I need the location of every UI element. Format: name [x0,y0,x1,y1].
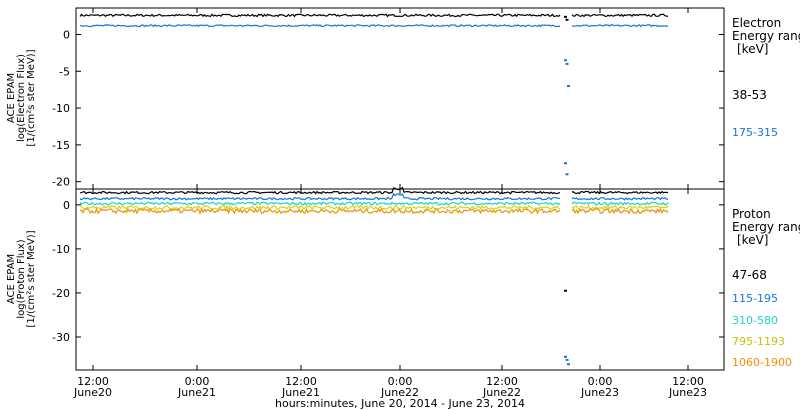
top-panel-series [79,8,689,189]
bottom-gap-point-1-1 [565,358,569,361]
top-gap-point-2-1 [565,173,569,176]
xtick-time-label-0: 12:00 [77,375,109,388]
bottom-gap-point-0-0 [564,289,567,292]
bottom-legend-title-1: Proton [732,207,771,221]
bottom-series-310-580-a [79,201,561,206]
top-gap-point-1-0 [564,59,567,62]
xtick-date-label-3: June22 [380,386,419,399]
bottom-panel-series [79,186,689,370]
bottom-panel-frame [75,188,725,371]
top-gap-point-1-2 [567,84,570,87]
top-panel-frame [75,7,725,190]
xtick-time-label-5: 0:00 [588,375,613,388]
bottom-ytick-label-3: -30 [52,331,70,344]
xtick-date-label-4: June22 [482,386,521,399]
top-gap-point-1-1 [565,62,569,65]
top-ylabel-line3: [1/(cm²s ster MeV)] [26,49,37,146]
top-series-38-53-a [79,13,561,18]
legend-proton-115-195: 115-195 [732,292,778,305]
bottom-ytick-label-2: -20 [52,287,70,300]
top-series-175-315-b [571,24,669,28]
legend-electron-38-53: 38-53 [732,88,767,102]
bottom-legend-title-2: Energy range [732,220,800,234]
bottom-series-47-68-a [80,186,561,195]
bottom-ytick-label-0: 0 [63,199,70,212]
bottom-series-795-1193-a [79,204,561,211]
xtick-date-label-5: June23 [580,386,619,399]
x-axis-title: hours:minutes, June 20, 2014 - June 23, … [275,397,525,410]
bottom-ytick-label-1: -10 [52,243,70,256]
top-ytick-label-4: -20 [52,176,70,189]
bottom-gap-point-1-2 [567,363,570,366]
bottom-y-axis: 0 -10 -20 -30 [52,199,724,344]
xtick-time-label-3: 0:00 [388,375,413,388]
bottom-series-47-68-b [571,190,669,195]
bottom-ylabel-line3: [1/(cm²s ster MeV)] [26,230,37,327]
top-gap-point-0-1 [565,18,569,21]
top-y-axis: 0 -5 -10 -15 -20 [52,28,724,189]
bottom-series-1060-1900-b [571,207,669,215]
xtick-date-label-1: June21 [177,386,216,399]
bottom-series-115-195-a [79,192,560,201]
bottom-ylabel-line2: log(Proton Flux) [16,239,27,318]
xtick-time-label-6: 12:00 [672,375,704,388]
top-series-175-315-a [79,23,560,28]
top-legend-title-2: Energy range [732,29,800,43]
xtick-time-label-2: 12:00 [285,375,317,388]
xtick-date-label-0: June20 [73,386,112,399]
legend-proton-310-580: 310-580 [732,314,778,327]
top-ylabel-line1: ACE EPAM [6,73,17,123]
legend-electron-175-315: 175-315 [732,126,778,139]
x-axis: 12:00June200:00June2112:00June210:00June… [73,375,707,399]
xtick-date-label-2: June21 [281,386,320,399]
top-series-38-53-b [571,13,669,18]
legend-proton-795-1193: 795-1193 [732,335,785,348]
legend-proton-47-68: 47-68 [732,268,767,282]
top-legend-title-1: Electron [732,16,781,30]
bottom-gap-point-1-0 [564,355,567,358]
xtick-date-label-6: June23 [668,386,707,399]
bottom-ylabel-line1: ACE EPAM [6,254,17,304]
bottom-series-795-1193-b [571,204,669,211]
bottom-series-115-195-b [571,196,668,201]
legend-proton-1060-1900: 1060-1900 [732,356,792,369]
top-ytick-label-2: -10 [52,102,70,115]
top-ylabel-line2: log(Electron Flux) [16,54,27,142]
top-gap-point-0-0 [564,15,567,18]
xtick-time-label-1: 0:00 [185,375,210,388]
top-ytick-label-3: -15 [52,139,70,152]
xtick-time-label-4: 12:00 [486,375,518,388]
top-gap-point-2-0 [564,162,567,165]
top-ytick-label-0: 0 [63,28,70,41]
bottom-series-310-580-b [571,201,669,206]
top-legend-title-3: [keV] [737,42,768,56]
top-ytick-label-1: -5 [59,65,70,78]
bottom-legend-title-3: [keV] [737,233,768,247]
bottom-series-1060-1900-a [79,207,561,215]
